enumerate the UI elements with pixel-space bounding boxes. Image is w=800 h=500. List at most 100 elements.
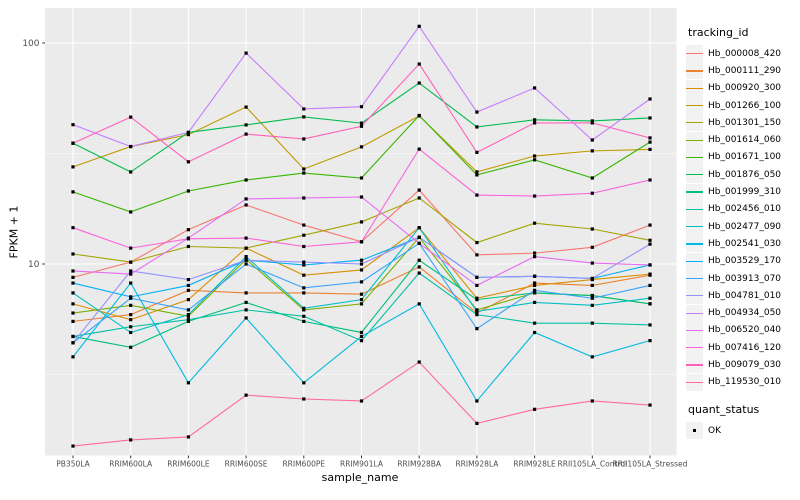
data-point	[71, 226, 75, 230]
legend-item-label: Hb_001614_060	[708, 135, 782, 146]
data-point	[590, 261, 594, 265]
data-point	[417, 265, 421, 269]
data-point	[648, 403, 652, 407]
data-point	[648, 242, 652, 246]
data-point	[359, 121, 364, 125]
data-point	[129, 269, 133, 273]
legend-item-label: Hb_001876_050	[708, 169, 782, 180]
data-point	[186, 133, 190, 137]
quant-status-legend-items: OK	[686, 422, 798, 440]
data-point	[129, 281, 133, 285]
data-point	[533, 194, 537, 198]
data-point	[648, 97, 652, 101]
x-tick-label: RRIM600PE	[282, 460, 325, 469]
data-point	[417, 241, 421, 245]
data-point	[129, 318, 133, 322]
data-point	[186, 244, 190, 249]
data-point	[590, 296, 594, 300]
data-point	[186, 277, 190, 282]
legend-item-Hb_119530_010: Hb_119530_010	[686, 373, 798, 391]
data-point	[129, 210, 133, 214]
data-point	[648, 263, 652, 267]
legend-item-label: OK	[708, 425, 721, 436]
legend-item-label: Hb_002541_030	[708, 238, 782, 249]
legend-key-swatch	[686, 97, 703, 115]
data-point	[186, 381, 190, 385]
data-point	[533, 86, 537, 90]
legend-item-Hb_004934_050: Hb_004934_050	[686, 304, 798, 322]
data-point	[417, 113, 421, 118]
data-point	[186, 283, 190, 288]
data-point	[129, 325, 133, 329]
legend-line-icon	[686, 87, 703, 89]
data-point	[475, 313, 479, 317]
data-point	[533, 121, 537, 125]
data-point	[244, 255, 248, 259]
x-tick-label: RRIM928LA	[455, 460, 499, 469]
legend-item-Hb_007416_120: Hb_007416_120	[686, 339, 798, 357]
data-point	[533, 158, 537, 162]
x-tick-label: RRIM600SE	[225, 460, 268, 469]
x-tick-label: RRII105LA_Stressed	[613, 460, 688, 469]
legend-key-swatch	[686, 148, 703, 166]
legend-key-swatch	[686, 45, 703, 63]
data-point	[71, 341, 75, 345]
legend-line-icon	[686, 156, 703, 159]
legend-item-quant-OK: OK	[686, 422, 798, 440]
data-point	[417, 360, 421, 364]
data-point	[648, 272, 652, 276]
legend-key-swatch	[686, 270, 703, 287]
data-point	[475, 327, 479, 331]
data-point	[129, 272, 133, 276]
data-point	[186, 319, 190, 323]
data-point	[302, 314, 306, 318]
data-point	[244, 132, 248, 136]
data-point	[359, 124, 364, 128]
data-point	[590, 321, 594, 325]
data-point	[648, 283, 652, 288]
data-point	[244, 393, 248, 397]
legend-key-swatch	[686, 304, 703, 322]
data-point	[302, 107, 306, 111]
x-tick-label: RRII105LA_Control	[558, 460, 628, 469]
data-point	[244, 105, 248, 109]
data-point	[359, 258, 364, 262]
legend-item-label: Hb_006520_040	[708, 325, 782, 336]
data-point	[359, 339, 364, 343]
legend-line-icon	[686, 295, 703, 297]
legend-key-swatch	[686, 235, 703, 253]
legend-item-Hb_006520_040: Hb_006520_040	[686, 321, 798, 339]
data-point	[590, 138, 594, 142]
data-point	[359, 220, 364, 224]
data-point	[129, 296, 133, 300]
data-point	[244, 291, 248, 295]
data-point	[533, 407, 537, 411]
data-point	[359, 176, 364, 180]
data-point	[417, 271, 421, 275]
data-point	[590, 176, 594, 180]
data-point	[244, 178, 248, 182]
data-point	[302, 196, 306, 200]
data-point	[533, 154, 537, 158]
data-point	[186, 237, 190, 241]
data-point	[590, 245, 594, 249]
data-point	[71, 291, 75, 295]
data-point	[302, 167, 306, 171]
data-point	[417, 188, 421, 192]
x-axis-title: sample_name	[321, 471, 399, 484]
legend-item-label: Hb_003529_170	[708, 256, 782, 267]
data-point	[590, 293, 594, 298]
data-point	[533, 291, 537, 295]
data-point	[244, 246, 248, 250]
legend-item-label: Hb_000920_300	[708, 83, 782, 94]
legend-item-Hb_002541_030: Hb_002541_030	[686, 235, 798, 253]
legend-item-label: Hb_007416_120	[708, 342, 782, 353]
data-point	[186, 313, 190, 317]
data-point	[302, 233, 306, 237]
data-point	[359, 105, 364, 109]
data-point	[359, 195, 364, 199]
data-point	[186, 288, 190, 292]
data-point	[590, 149, 594, 153]
legend-key-swatch	[686, 321, 703, 339]
